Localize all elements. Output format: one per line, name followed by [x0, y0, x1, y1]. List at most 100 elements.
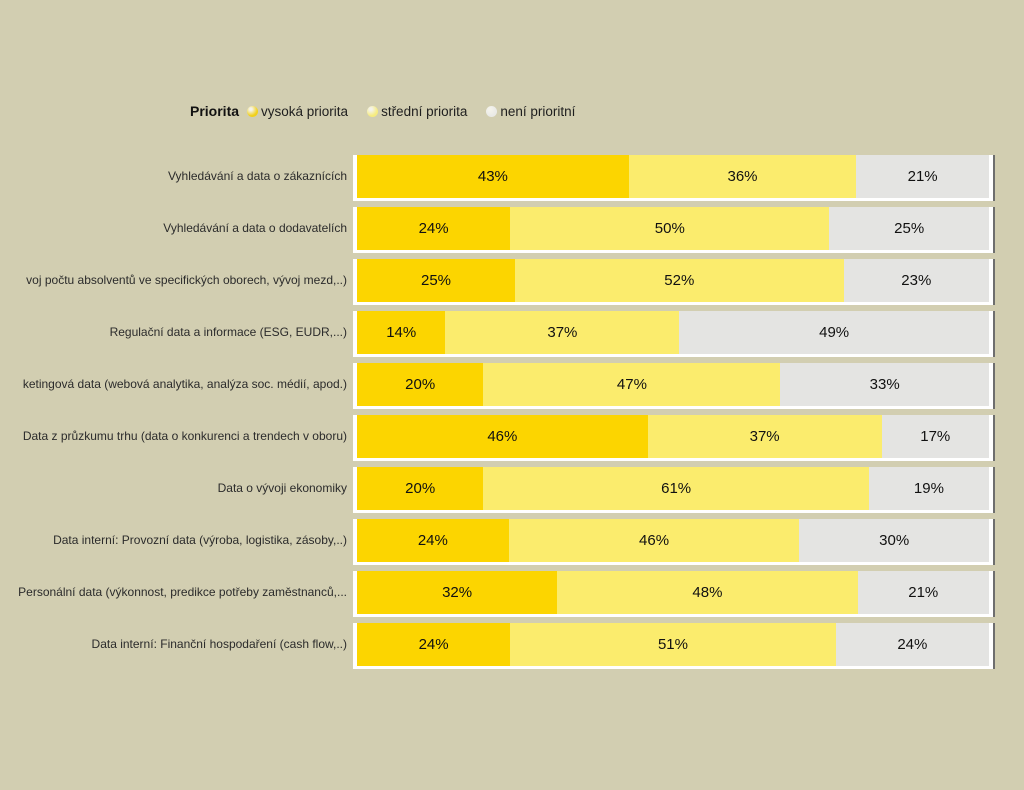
bar-segment: 48% — [557, 571, 858, 614]
bar-segment: 24% — [357, 519, 509, 562]
bar-segment: 51% — [510, 623, 836, 666]
bar-segment: 33% — [780, 363, 989, 406]
bar-segment: 52% — [515, 259, 844, 302]
value-label: 52% — [664, 272, 695, 289]
bar-row: Data o vývoji ekonomiky 20% 61% 19% — [0, 467, 1024, 513]
bar-row: Personální data (výkonnost, predikce pot… — [0, 571, 1024, 617]
value-label: 48% — [692, 584, 723, 601]
bar-row: Vyhledávání a data o dodavatelích 24% 50%… — [0, 207, 1024, 253]
bar-segment: 47% — [483, 363, 781, 406]
bar-segment: 24% — [357, 623, 511, 666]
stacked-bar: 32% 48% 21% — [353, 571, 993, 617]
stacked-bar: 24% 46% 30% — [353, 519, 993, 565]
category-label: Personální data (výkonnost, predikce pot… — [18, 585, 347, 599]
category-label-cell: voj počtu absolventů ve specifických obo… — [0, 259, 353, 305]
category-label-cell: Personální data (výkonnost, predikce pot… — [0, 571, 353, 617]
no-priority-dot-icon — [486, 105, 498, 117]
value-label: 21% — [907, 168, 938, 185]
value-label: 24% — [418, 220, 449, 237]
stacked-bar: 20% 61% 19% — [353, 467, 993, 513]
bar-segment: 49% — [679, 311, 989, 354]
category-label: ketingová data (webová analytika, analýz… — [22, 377, 347, 391]
value-label: 25% — [420, 272, 452, 289]
value-label: 32% — [442, 584, 473, 601]
bar-segment: 19% — [868, 467, 989, 510]
bar-segment: 20% — [357, 467, 484, 510]
bar-segment: 37% — [647, 415, 882, 458]
bar-segment: 14% — [357, 311, 446, 354]
value-label: 36% — [727, 168, 758, 185]
value-label: 24% — [417, 532, 448, 549]
value-label: 37% — [749, 428, 780, 445]
value-label: 20% — [405, 480, 436, 497]
category-label: Regulační data a informace (ESG, EUDR,..… — [109, 325, 347, 339]
category-label-cell: Data interní: Finanční hospodaření (cash… — [0, 623, 353, 669]
value-label: 51% — [657, 636, 688, 653]
value-label: 25% — [894, 220, 925, 237]
value-label: 23% — [901, 272, 932, 289]
bar-segment: 25% — [357, 259, 515, 302]
category-label: Vyhledávání a data o zákaznících — [167, 169, 347, 183]
value-label: 20% — [405, 376, 436, 393]
legend-item-none: není prioritní — [486, 104, 575, 119]
legend-item-high: vysoká priorita — [247, 104, 348, 119]
bar-segment: 37% — [445, 311, 680, 354]
bar-segment: 20% — [357, 363, 484, 406]
bar-segment: 23% — [843, 259, 989, 302]
category-label-cell: ketingová data (webová analytika, analýz… — [0, 363, 353, 409]
value-label: 37% — [547, 324, 578, 341]
stacked-bar: 25% 52% 23% — [353, 259, 993, 305]
bar-segment: 43% — [357, 155, 629, 198]
value-label: 50% — [654, 220, 685, 237]
bar-segment: 50% — [510, 207, 830, 250]
value-label: 19% — [913, 480, 944, 497]
stacked-bar: 43% 36% 21% — [353, 155, 993, 201]
value-label: 33% — [869, 376, 900, 393]
bar-segment: 24% — [835, 623, 989, 666]
bar-segment: 21% — [856, 155, 989, 198]
category-label-cell: Data z průzkumu trhu (data o konkurenci … — [0, 415, 353, 461]
stacked-bar: 14% 37% 49% — [353, 311, 993, 357]
medium-priority-dot-icon — [367, 105, 379, 117]
category-label: Data interní: Finanční hospodaření (cash… — [91, 637, 347, 651]
category-label: Data interní: Provozní data (výroba, log… — [53, 533, 347, 547]
stacked-bar: 46% 37% 17% — [353, 415, 993, 461]
bar-row: Data interní: Finanční hospodaření (cash… — [0, 623, 1024, 669]
category-label-cell: Data o vývoji ekonomiky — [0, 467, 353, 513]
legend-item-label: střední priorita — [381, 103, 468, 119]
value-label: 17% — [920, 428, 951, 445]
category-label-cell: Vyhledávání a data o zákaznících — [0, 155, 353, 201]
bar-rows: Vyhledávání a data o zákaznících 43% 36% 2… — [0, 155, 1024, 675]
legend-item-medium: střední priorita — [367, 104, 467, 119]
legend-title: Priorita — [190, 103, 240, 119]
value-label: 14% — [386, 324, 417, 341]
value-label: 43% — [477, 168, 508, 185]
legend-item-label: není prioritní — [500, 103, 576, 119]
stacked-bar: 24% 51% 24% — [353, 623, 993, 669]
category-label-cell: Vyhledávání a data o dodavatelích — [0, 207, 353, 253]
bar-segment: 21% — [857, 571, 989, 614]
category-label: Vyhledávání a data o dodavatelích — [163, 221, 347, 235]
bar-segment: 36% — [628, 155, 857, 198]
value-label: 47% — [616, 376, 647, 393]
value-label: 24% — [418, 636, 449, 653]
bar-row: voj počtu absolventů ve specifických obo… — [0, 259, 1024, 305]
bar-row: Data z průzkumu trhu (data o konkurenci … — [0, 415, 1024, 461]
category-label: Data z průzkumu trhu (data o konkurenci … — [22, 429, 347, 443]
bar-row: Vyhledávání a data o zákaznících 43% 36% 2… — [0, 155, 1024, 201]
stacked-bar: 20% 47% 33% — [353, 363, 993, 409]
bar-segment: 61% — [483, 467, 869, 510]
bar-segment: 46% — [357, 415, 648, 458]
bar-segment: 46% — [508, 519, 800, 562]
category-label: voj počtu absolventů ve specifických obo… — [26, 273, 347, 287]
bar-segment: 25% — [829, 207, 989, 250]
value-label: 49% — [819, 324, 850, 341]
bar-segment: 30% — [799, 519, 989, 562]
bar-segment: 32% — [357, 571, 558, 614]
value-label: 46% — [487, 428, 518, 445]
bar-row: Regulační data a informace (ESG, EUDR,..… — [0, 311, 1024, 357]
value-label: 24% — [897, 636, 928, 653]
category-label: Data o vývoji ekonomiky — [217, 481, 347, 495]
stacked-bar: 24% 50% 25% — [353, 207, 993, 253]
bar-segment: 17% — [881, 415, 989, 458]
